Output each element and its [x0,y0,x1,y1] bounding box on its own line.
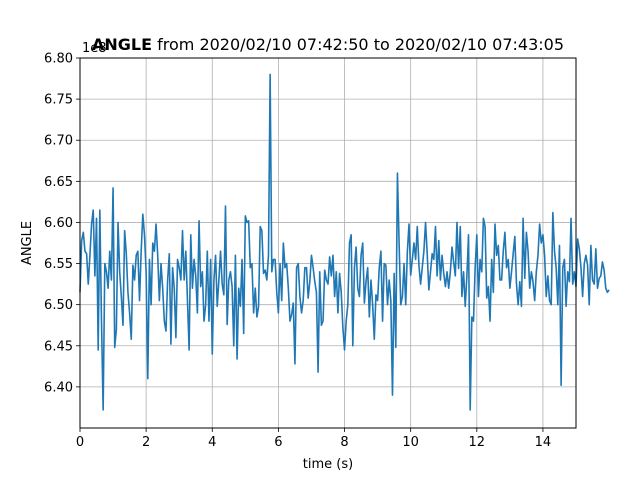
y-tick-label: 6.40 [44,380,73,395]
y-tick-label: 6.75 [44,93,73,108]
chart-title-rest: from 2020/02/10 07:42:50 to 2020/02/10 0… [152,35,564,54]
y-tick-label: 6.80 [44,52,73,67]
y-tick-label: 6.65 [44,175,73,190]
y-tick-label: 6.60 [44,216,73,231]
y-tick-label: 6.70 [44,134,73,149]
x-tick-label: 6 [274,435,282,450]
y-tick-label: 6.50 [44,298,73,313]
chart-title: ANGLE from 2020/02/10 07:42:50 to 2020/0… [92,35,564,54]
y-tick-label: 6.45 [44,339,73,354]
x-tick-label: 14 [535,435,552,450]
x-tick-label: 2 [142,435,150,450]
x-axis-label: time (s) [303,457,353,472]
x-tick-label: 10 [402,435,419,450]
y-tick-label: 6.55 [44,257,73,272]
chart-title-bold: ANGLE [92,35,152,54]
x-tick-label: 12 [469,435,486,450]
x-tick-label: 8 [340,435,348,450]
axes-frame [79,57,577,429]
y-axis-label: ANGLE [20,221,35,265]
x-tick-label: 0 [76,435,84,450]
x-tick-label: 4 [208,435,216,450]
y-offset-text: 1e8 [82,41,107,56]
grid [79,57,576,428]
series-layer [79,73,610,411]
ticks: 0 2 4 6 8 10 12 14 6.40 6.45 6.50 6.55 6.60 6.65 6.70 6… [44,52,551,451]
series-line [79,73,610,411]
